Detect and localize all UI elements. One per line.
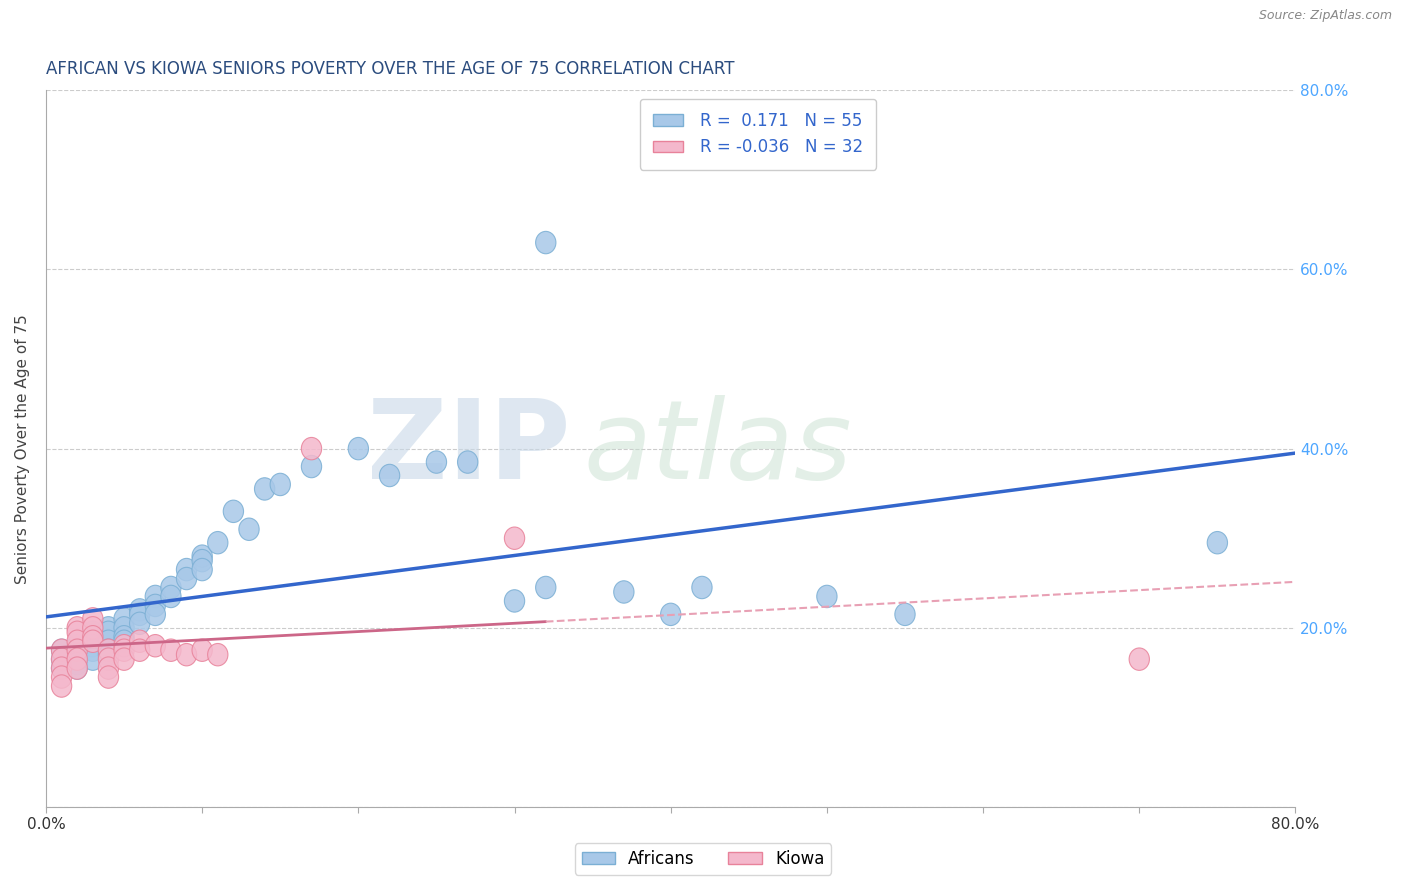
Ellipse shape (160, 585, 181, 607)
Ellipse shape (193, 545, 212, 567)
Ellipse shape (52, 657, 72, 680)
Ellipse shape (114, 639, 134, 661)
Ellipse shape (83, 639, 103, 661)
Ellipse shape (83, 616, 103, 639)
Ellipse shape (692, 576, 711, 599)
Ellipse shape (67, 634, 87, 657)
Ellipse shape (83, 621, 103, 643)
Ellipse shape (114, 616, 134, 639)
Text: atlas: atlas (583, 395, 852, 502)
Ellipse shape (254, 478, 274, 500)
Ellipse shape (536, 576, 555, 599)
Ellipse shape (67, 657, 87, 680)
Ellipse shape (98, 639, 118, 661)
Text: ZIP: ZIP (367, 395, 571, 502)
Ellipse shape (98, 648, 118, 671)
Ellipse shape (67, 616, 87, 639)
Ellipse shape (301, 437, 322, 459)
Ellipse shape (349, 437, 368, 459)
Ellipse shape (224, 500, 243, 523)
Ellipse shape (894, 603, 915, 625)
Ellipse shape (52, 675, 72, 698)
Ellipse shape (52, 657, 72, 680)
Ellipse shape (67, 643, 87, 666)
Ellipse shape (83, 607, 103, 630)
Ellipse shape (52, 666, 72, 689)
Ellipse shape (661, 603, 681, 625)
Ellipse shape (193, 558, 212, 581)
Ellipse shape (536, 231, 555, 253)
Ellipse shape (145, 585, 166, 607)
Ellipse shape (613, 581, 634, 603)
Ellipse shape (52, 639, 72, 661)
Ellipse shape (129, 599, 150, 621)
Ellipse shape (176, 643, 197, 666)
Ellipse shape (83, 634, 103, 657)
Ellipse shape (98, 639, 118, 661)
Ellipse shape (129, 603, 150, 625)
Ellipse shape (160, 639, 181, 661)
Ellipse shape (301, 455, 322, 478)
Ellipse shape (208, 643, 228, 666)
Ellipse shape (114, 648, 134, 671)
Ellipse shape (67, 657, 87, 680)
Ellipse shape (239, 518, 259, 541)
Ellipse shape (505, 527, 524, 549)
Ellipse shape (67, 648, 87, 671)
Ellipse shape (83, 625, 103, 648)
Ellipse shape (176, 558, 197, 581)
Ellipse shape (67, 648, 87, 671)
Ellipse shape (52, 648, 72, 671)
Legend: R =  0.171   N = 55, R = -0.036   N = 32: R = 0.171 N = 55, R = -0.036 N = 32 (640, 99, 876, 169)
Legend: Africans, Kiowa: Africans, Kiowa (575, 844, 831, 875)
Text: Source: ZipAtlas.com: Source: ZipAtlas.com (1258, 9, 1392, 22)
Ellipse shape (193, 549, 212, 572)
Ellipse shape (52, 639, 72, 661)
Ellipse shape (160, 576, 181, 599)
Ellipse shape (98, 630, 118, 652)
Ellipse shape (270, 474, 291, 496)
Ellipse shape (114, 634, 134, 657)
Ellipse shape (145, 594, 166, 616)
Ellipse shape (114, 625, 134, 648)
Ellipse shape (67, 652, 87, 675)
Ellipse shape (67, 639, 87, 661)
Ellipse shape (145, 603, 166, 625)
Ellipse shape (83, 630, 103, 652)
Ellipse shape (457, 450, 478, 474)
Ellipse shape (83, 630, 103, 652)
Ellipse shape (129, 612, 150, 634)
Ellipse shape (67, 621, 87, 643)
Ellipse shape (98, 643, 118, 666)
Ellipse shape (505, 590, 524, 612)
Ellipse shape (98, 666, 118, 689)
Ellipse shape (129, 639, 150, 661)
Ellipse shape (67, 630, 87, 652)
Ellipse shape (380, 465, 399, 487)
Ellipse shape (208, 532, 228, 554)
Ellipse shape (817, 585, 837, 607)
Ellipse shape (426, 450, 447, 474)
Ellipse shape (145, 634, 166, 657)
Y-axis label: Seniors Poverty Over the Age of 75: Seniors Poverty Over the Age of 75 (15, 314, 30, 583)
Text: AFRICAN VS KIOWA SENIORS POVERTY OVER THE AGE OF 75 CORRELATION CHART: AFRICAN VS KIOWA SENIORS POVERTY OVER TH… (46, 60, 734, 78)
Ellipse shape (1129, 648, 1150, 671)
Ellipse shape (98, 621, 118, 643)
Ellipse shape (176, 567, 197, 590)
Ellipse shape (98, 657, 118, 680)
Ellipse shape (193, 639, 212, 661)
Ellipse shape (83, 648, 103, 671)
Ellipse shape (52, 648, 72, 671)
Ellipse shape (98, 616, 118, 639)
Ellipse shape (129, 630, 150, 652)
Ellipse shape (114, 630, 134, 652)
Ellipse shape (1208, 532, 1227, 554)
Ellipse shape (67, 639, 87, 661)
Ellipse shape (114, 607, 134, 630)
